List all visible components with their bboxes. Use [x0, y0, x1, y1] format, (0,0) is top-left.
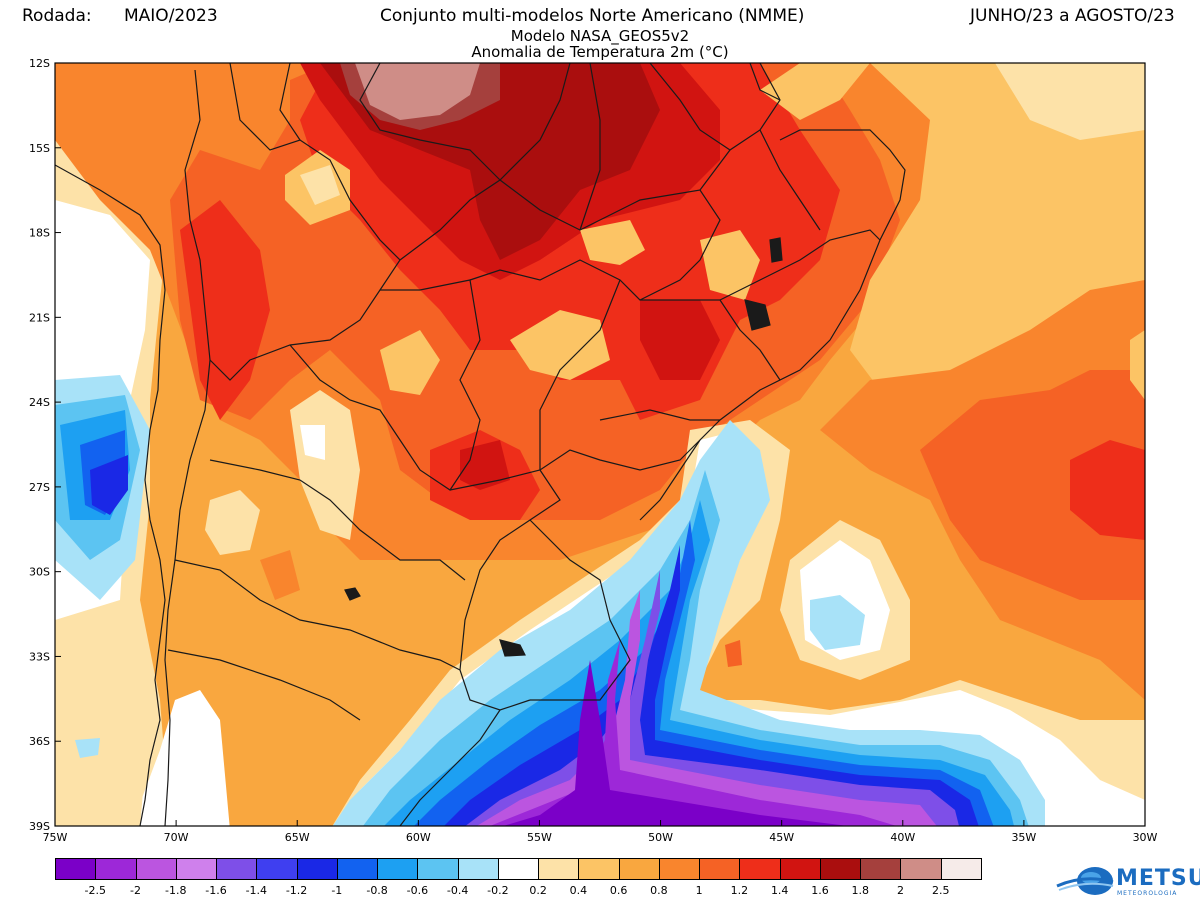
lat-tick-label: 15S [29, 142, 50, 155]
legend-label: -1.2 [285, 884, 308, 897]
legend-swatch [860, 858, 902, 880]
legend-swatch [256, 858, 298, 880]
legend-label: -1.4 [245, 884, 268, 897]
legend-label: 1.2 [730, 884, 749, 897]
legend-label: -0.6 [406, 884, 429, 897]
legend-label: 2.5 [931, 884, 950, 897]
lon-tick-label: 45W [769, 831, 794, 844]
lon-tick-label: 35W [1011, 831, 1036, 844]
legend-label: 0.2 [529, 884, 547, 897]
legend-label: 0.6 [609, 884, 628, 897]
lon-tick-label: 75W [43, 831, 68, 844]
legend-swatch [216, 858, 258, 880]
lon-tick-label: 60W [406, 831, 431, 844]
legend-swatch [900, 858, 942, 880]
variable-label: Anomalia de Temperatura 2m (°C) [471, 43, 729, 61]
legend-swatch [296, 858, 338, 880]
lat-tick-label: 39S [29, 820, 50, 833]
legend-label: -2 [130, 884, 141, 897]
period-label: JUNHO/23 a AGOSTO/23 [970, 6, 1175, 26]
lon-tick-label: 70W [164, 831, 189, 844]
lat-tick-label: 18S [29, 227, 50, 240]
legend-swatch [779, 858, 821, 880]
legend-swatch [55, 858, 97, 880]
political-borders [55, 63, 906, 826]
legend-swatch [417, 858, 459, 880]
legend-label: -1.8 [165, 884, 187, 897]
legend-swatch [739, 858, 781, 880]
legend-label: 1.8 [851, 884, 869, 897]
lon-tick-label: 30W [1133, 831, 1158, 844]
lon-tick-label: 40W [890, 831, 915, 844]
anomaly-field [55, 63, 1145, 826]
rodada-value: MAIO/2023 [124, 6, 218, 26]
legend-swatch [699, 858, 741, 880]
legend-label: 0.8 [650, 884, 668, 897]
map-frame [54, 62, 1146, 827]
legend-swatch [940, 858, 982, 880]
lon-tick-label: 50W [648, 831, 673, 844]
legend-swatch [336, 858, 379, 880]
logo-subtext: METEOROLOGIA [1117, 890, 1178, 897]
legend-swatch [377, 858, 419, 880]
legend-swatch [618, 858, 660, 880]
lat-tick-label: 30S [29, 566, 50, 579]
logo-text: METSUL [1116, 866, 1200, 891]
legend-label: 0.4 [569, 884, 588, 897]
legend-swatch [95, 858, 137, 880]
lon-tick-label: 65W [285, 831, 310, 844]
legend-label: 1 [695, 884, 703, 897]
legend-label: -0.8 [366, 884, 388, 897]
legend-swatch [497, 858, 540, 880]
color-legend [55, 858, 982, 882]
legend-label: 1.4 [770, 884, 789, 897]
chart-title: Conjunto multi-modelos Norte Americano (… [380, 6, 805, 26]
lat-tick-label: 33S [29, 650, 50, 663]
legend-swatch [658, 858, 701, 880]
legend-swatch [819, 858, 862, 880]
globe-icon [1056, 867, 1114, 895]
lat-tick-label: 24S [29, 396, 50, 409]
legend-label: 1.6 [811, 884, 829, 897]
legend-swatch [578, 858, 620, 880]
lat-tick-label: 27S [29, 481, 50, 494]
legend-swatch [175, 858, 218, 880]
lat-tick-label: 21S [29, 311, 50, 324]
legend-label: -0.2 [487, 884, 509, 897]
legend-swatch [135, 858, 177, 880]
metsul-logo: METSUL METEOROLOGIA [1055, 864, 1200, 898]
legend-label: 2 [896, 884, 904, 897]
lat-tick-label: 12S [29, 57, 50, 70]
lat-tick-label: 36S [29, 735, 50, 748]
legend-label: -0.4 [446, 884, 469, 897]
legend-swatch [457, 858, 499, 880]
model-label: Modelo NASA_GEOS5v2 [510, 27, 690, 45]
legend-label: -2.5 [84, 884, 106, 897]
lon-tick-label: 55W [527, 831, 552, 844]
legend-label: -1.6 [205, 884, 227, 897]
legend-swatch [538, 858, 580, 880]
legend-label: -1 [331, 884, 343, 897]
rodada-label: Rodada: [22, 6, 92, 26]
